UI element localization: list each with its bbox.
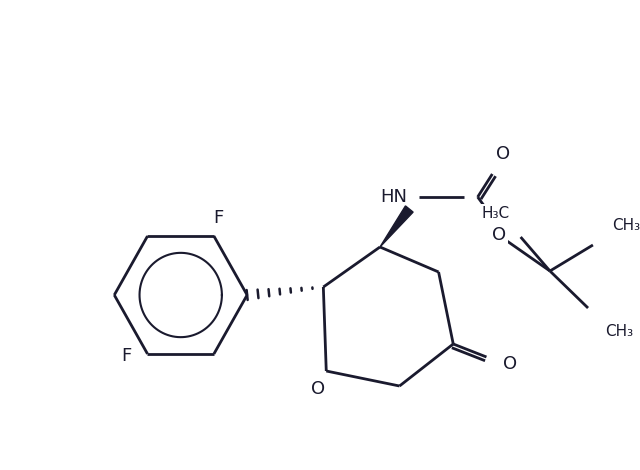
Text: HN: HN bbox=[380, 188, 407, 206]
Text: F: F bbox=[121, 347, 131, 365]
Text: H₃C: H₃C bbox=[481, 205, 509, 220]
Text: O: O bbox=[503, 355, 517, 373]
Text: O: O bbox=[496, 145, 510, 163]
Polygon shape bbox=[380, 206, 413, 247]
Text: F: F bbox=[214, 209, 224, 227]
Text: O: O bbox=[312, 380, 326, 398]
Text: O: O bbox=[492, 226, 506, 244]
Text: CH₃: CH₃ bbox=[612, 218, 640, 233]
Text: CH₃: CH₃ bbox=[605, 323, 634, 338]
